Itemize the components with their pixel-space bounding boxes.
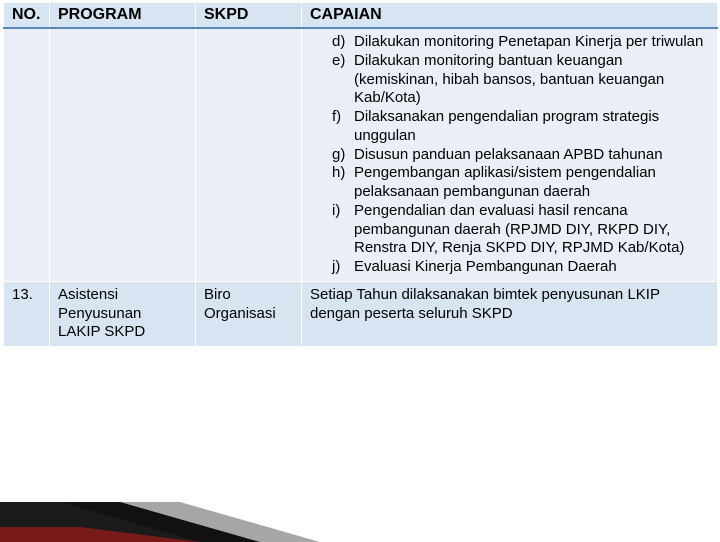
item-mark: g) (332, 146, 354, 165)
cell-program (50, 28, 196, 281)
header-skpd: SKPD (196, 3, 302, 29)
item-text: Pengembangan aplikasi/sistem pengendalia… (354, 164, 709, 202)
cell-capaian: d) Dilakukan monitoring Penetapan Kinerj… (302, 28, 718, 281)
list-item: h) Pengembangan aplikasi/sistem pengenda… (332, 164, 709, 202)
item-text: Evaluasi Kinerja Pembangunan Daerah (354, 258, 709, 277)
item-mark: j) (332, 258, 354, 277)
item-text: Pengendalian dan evaluasi hasil rencana … (354, 202, 709, 258)
item-mark: d) (332, 33, 354, 52)
header-capaian: CAPAIAN (302, 3, 718, 29)
cell-skpd: Biro Organisasi (196, 281, 302, 346)
item-text: Dilaksanakan pengendalian program strate… (354, 108, 709, 146)
list-item: d) Dilakukan monitoring Penetapan Kinerj… (332, 33, 709, 52)
cell-program: Asistensi Penyusunan LAKIP SKPD (50, 281, 196, 346)
item-text: Dilakukan monitoring Penetapan Kinerja p… (354, 33, 709, 52)
item-text: Dilakukan monitoring bantuan keuangan (k… (354, 52, 709, 108)
list-item: g) Disusun panduan pelaksanaan APBD tahu… (332, 146, 709, 165)
item-mark: i) (332, 202, 354, 258)
list-item: f) Dilaksanakan pengendalian program str… (332, 108, 709, 146)
program-table: NO. PROGRAM SKPD CAPAIAN d) Dilakukan mo… (3, 2, 718, 347)
item-mark: f) (332, 108, 354, 146)
cell-skpd (196, 28, 302, 281)
list-item: i) Pengendalian dan evaluasi hasil renca… (332, 202, 709, 258)
lettered-list: d) Dilakukan monitoring Penetapan Kinerj… (310, 33, 709, 277)
item-mark: h) (332, 164, 354, 202)
item-text: Disusun panduan pelaksanaan APBD tahunan (354, 146, 709, 165)
header-program: PROGRAM (50, 3, 196, 29)
header-row: NO. PROGRAM SKPD CAPAIAN (4, 3, 718, 29)
table-row: d) Dilakukan monitoring Penetapan Kinerj… (4, 28, 718, 281)
list-item: e) Dilakukan monitoring bantuan keuangan… (332, 52, 709, 108)
list-item: j) Evaluasi Kinerja Pembangunan Daerah (332, 258, 709, 277)
table-row: 13. Asistensi Penyusunan LAKIP SKPD Biro… (4, 281, 718, 346)
item-mark: e) (332, 52, 354, 108)
corner-decoration (0, 472, 380, 542)
header-no: NO. (4, 3, 50, 29)
cell-no: 13. (4, 281, 50, 346)
cell-capaian: Setiap Tahun dilaksanakan bimtek penyusu… (302, 281, 718, 346)
cell-no (4, 28, 50, 281)
